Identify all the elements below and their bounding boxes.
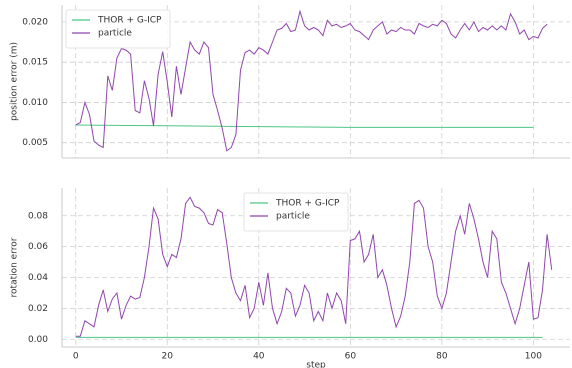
line-series (75, 196, 553, 337)
y-axis-label: rotation error (10, 237, 20, 297)
y-tick-label: 0.04 (28, 273, 48, 283)
y-axis-label: position error (m) (10, 42, 20, 121)
y-tick-label: 0.005 (22, 138, 48, 148)
legend-label: THOR + G-ICP (97, 16, 162, 26)
line-series (75, 9, 548, 152)
x-tick-label: 60 (345, 352, 357, 362)
y-tick-label: 0.06 (28, 242, 48, 252)
y-tick-label: 0.00 (28, 335, 48, 345)
line-series (75, 124, 534, 128)
y-tick-label: 0.020 (22, 17, 48, 27)
y-tick-label: 0.015 (22, 58, 48, 68)
legend-box (65, 9, 171, 49)
y-tick-label: 0.010 (22, 98, 48, 108)
legend: THOR + G-ICP particle (243, 192, 349, 232)
x-tick-label: 20 (162, 352, 174, 362)
legend-box (243, 192, 349, 232)
x-axis-label: step (306, 361, 326, 368)
legend-label: particle (98, 29, 132, 39)
legend-label: THOR + G-ICP (275, 199, 340, 209)
legend: THOR + G-ICP particle (65, 9, 171, 49)
x-tick-label: 0 (73, 352, 79, 362)
x-tick-label: 80 (436, 352, 448, 362)
x-tick-label: 40 (253, 352, 265, 362)
y-tick-label: 0.08 (28, 211, 48, 221)
x-tick-label: 100 (525, 352, 542, 362)
y-tick-label: 0.02 (28, 304, 48, 314)
legend-label: particle (276, 212, 310, 222)
